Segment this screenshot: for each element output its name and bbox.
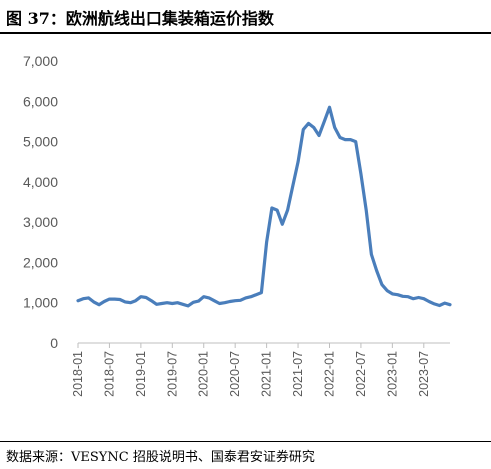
x-tick-label: 2020-01: [197, 351, 211, 397]
x-axis: 2018-01 2018-07 2019-01 2019-07 2020-01 2020-…: [71, 342, 450, 397]
x-tick-label: 2019-07: [165, 351, 179, 397]
y-tick-label: 1,000: [23, 295, 58, 311]
y-tick-label: 5,000: [23, 134, 58, 150]
x-tick-label: 2018-07: [102, 351, 116, 397]
figure-title: 图 37：欧洲航线出口集装箱运价指数: [6, 9, 274, 28]
x-tick-label: 2021-07: [291, 351, 305, 397]
y-tick-label: 4,000: [23, 174, 58, 190]
x-tick-label: 2018-01: [71, 351, 85, 397]
plot-area: [76, 105, 452, 308]
freight-index-series-line: [76, 105, 452, 308]
source-divider: [0, 441, 491, 442]
x-tick-label: 2022-07: [354, 351, 368, 397]
y-axis: 0 1,000 2,000 3,000 4,000 5,000 6,000 7,000: [23, 53, 58, 351]
x-tick-label: 2021-01: [260, 351, 274, 397]
x-tick-label: 2023-07: [417, 351, 431, 397]
title-divider: [0, 32, 491, 34]
y-tick-label: 2,000: [23, 254, 58, 270]
x-tick-label: 2023-01: [385, 351, 399, 397]
source-note: 数据来源：VESYNC 招股说明书、国泰君安证券研究: [6, 450, 315, 465]
y-tick-label: 7,000: [23, 53, 58, 69]
y-tick-label: 6,000: [23, 93, 58, 109]
y-tick-label: 0: [50, 335, 58, 351]
freight-index-line-chart: 0 1,000 2,000 3,000 4,000 5,000 6,000 7,000 201…: [23, 53, 452, 397]
x-tick-label: 2020-07: [228, 351, 242, 397]
x-tick-label: 2019-01: [134, 351, 148, 397]
x-tick-label: 2022-01: [322, 351, 336, 397]
y-tick-label: 3,000: [23, 214, 58, 230]
